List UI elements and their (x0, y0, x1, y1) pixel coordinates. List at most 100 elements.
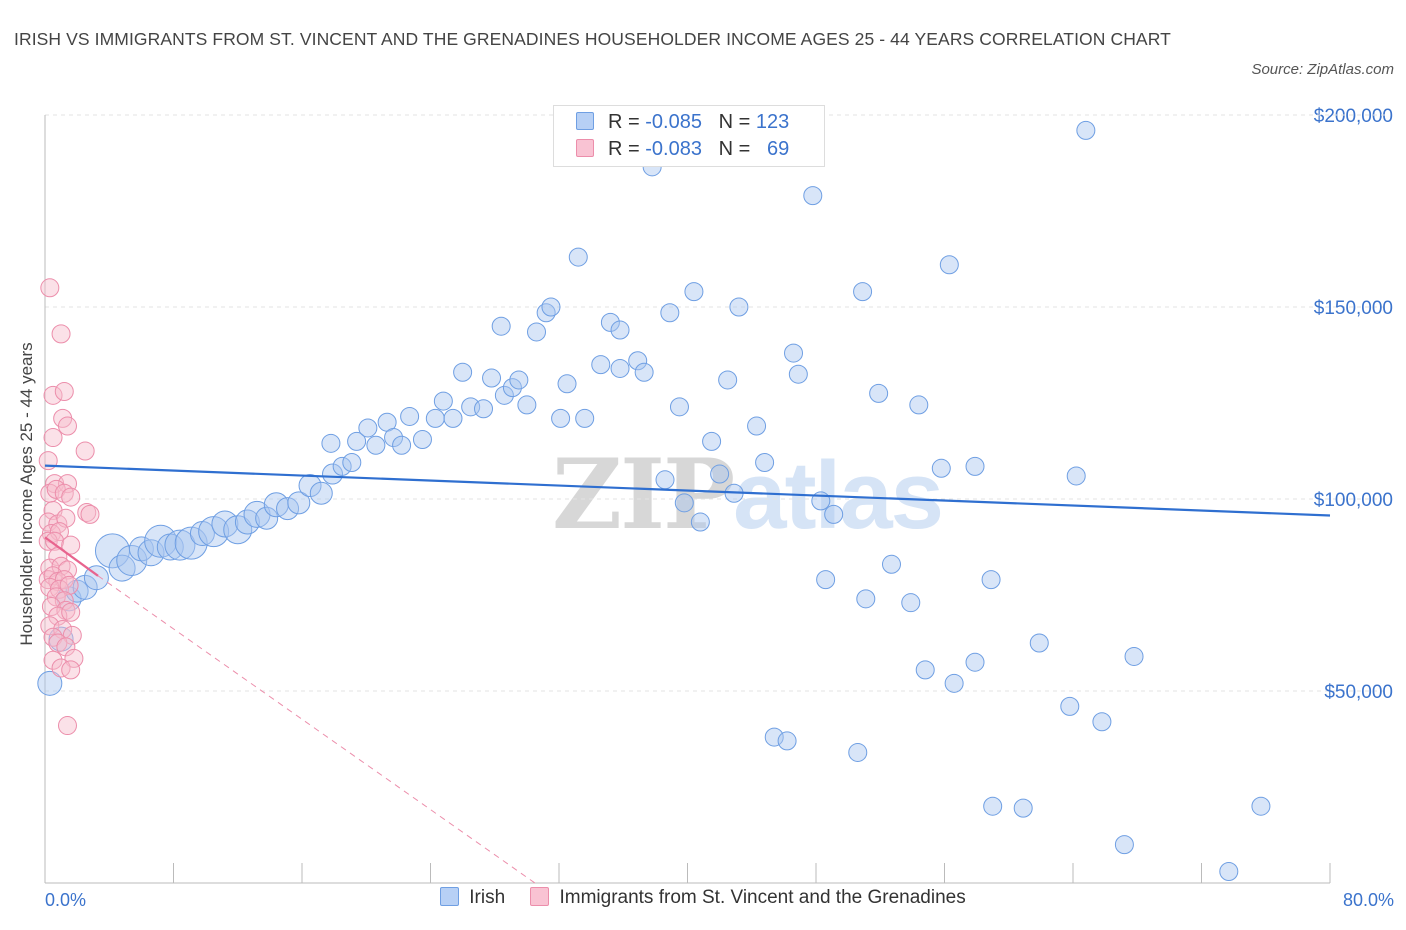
stats-swatch-irish (576, 112, 594, 130)
scatter-point-irish (915, 660, 935, 680)
scatter-point-irish (983, 796, 1003, 816)
scatter-point-irish (287, 491, 311, 515)
scatter-point-irish (788, 364, 808, 384)
y-tick-label: $200,000 (1314, 106, 1393, 127)
scatter-point-svg (49, 522, 69, 542)
scatter-point-irish (784, 343, 804, 363)
stats-n-label: N = (718, 138, 751, 160)
scatter-point-irish (1124, 646, 1144, 666)
scatter-point-svg (51, 658, 71, 678)
legend-item-irish[interactable]: Irish (440, 887, 505, 909)
scatter-point-irish (412, 429, 432, 449)
scatter-point-irish (591, 355, 611, 375)
scatter-point-irish (332, 456, 352, 476)
y-axis-label: Householder Income Ages 25 - 44 years (17, 342, 36, 646)
trend-line-svg-extrapolated (97, 575, 536, 884)
scatter-point-irish (482, 368, 502, 388)
stats-n-value-svg: 69 (767, 138, 790, 160)
scatter-point-irish (931, 458, 951, 478)
scatter-point-irish (655, 470, 675, 490)
scatter-point-irish (747, 416, 767, 436)
scatter-point-irish (551, 408, 571, 428)
scatter-point-irish (1060, 696, 1080, 716)
scatter-point-irish (541, 297, 561, 317)
scatter-point-irish (276, 497, 300, 521)
scatter-point-irish (474, 399, 494, 419)
stats-swatch-svg (576, 139, 594, 157)
stats-r-label: R = (608, 138, 640, 160)
stats-n-label: N = (718, 111, 751, 133)
scatter-point-irish (509, 370, 529, 390)
scatter-point-svg (54, 381, 74, 401)
scatter-point-svg (59, 575, 79, 595)
scatter-point-svg (57, 416, 77, 436)
scatter-point-irish (453, 362, 473, 382)
scatter-point-irish (322, 463, 344, 485)
scatter-point-irish (517, 395, 537, 415)
source-label: Source: ZipAtlas.com (1251, 61, 1394, 78)
scatter-point-irish (690, 512, 710, 532)
stats-row-irish: R = -0.085 N = 123 (576, 111, 789, 139)
scatter-point-irish (939, 255, 959, 275)
stats-box: R = -0.085 N = 123 R = -0.083 N = 69 (553, 105, 825, 167)
scatter-point-irish (502, 378, 522, 398)
scatter-point-svg (45, 531, 65, 551)
scatter-point-irish (628, 351, 648, 371)
scatter-point-irish (1029, 633, 1049, 653)
scatter-point-svg (57, 716, 77, 736)
scatter-point-irish (575, 408, 595, 428)
scatter-point-irish (144, 524, 178, 558)
y-tick-label: $100,000 (1314, 490, 1393, 511)
scatter-point-irish (433, 391, 453, 411)
scatter-point-svg (64, 648, 84, 668)
scatter-point-irish (392, 435, 412, 455)
scatter-point-irish (803, 186, 823, 206)
scatter-point-irish (965, 652, 985, 672)
scatter-point-irish (965, 456, 985, 476)
scatter-point-irish (729, 297, 749, 317)
scatter-point-irish (255, 506, 279, 530)
scatter-point-irish (72, 574, 98, 600)
scatter-point-svg (40, 616, 60, 636)
trend-line-irish (44, 464, 1331, 517)
scatter-point-irish (981, 570, 1001, 590)
scatter-point-irish (853, 282, 873, 302)
scatter-point-svg (38, 531, 58, 551)
legend-label-svg: Immigrants from St. Vincent and the Gren… (559, 887, 966, 908)
scatter-point-irish (909, 395, 929, 415)
scatter-point-irish (600, 312, 620, 332)
scatter-point-irish (710, 464, 730, 484)
scatter-point-irish (881, 554, 901, 574)
scatter-point-svg (75, 441, 95, 461)
stats-r-label: R = (608, 111, 640, 133)
legend-swatch-irish (440, 887, 460, 906)
scatter-point-irish (856, 589, 876, 609)
y-tick-label: $50,000 (1324, 682, 1393, 703)
scatter-point-svg (61, 535, 81, 555)
chart-title: IRISH VS IMMIGRANTS FROM ST. VINCENT AND… (14, 29, 1171, 49)
scatter-point-svg (40, 577, 60, 597)
scatter-point-svg (43, 385, 63, 405)
scatter-point-svg (80, 504, 100, 524)
stats-n-value-irish: 123 (755, 111, 790, 133)
scatter-point-irish (309, 481, 333, 505)
scatter-point-irish (83, 565, 109, 591)
scatter-point-svg (77, 502, 97, 522)
scatter-point-svg (41, 597, 61, 617)
legend-swatch-svg (530, 887, 550, 906)
legend-item-svg[interactable]: Immigrants from St. Vincent and the Gren… (530, 887, 966, 909)
scatter-point-irish (848, 742, 868, 762)
scatter-point-irish (1066, 466, 1086, 486)
scatter-point-irish (816, 570, 836, 590)
scatter-point-irish (494, 385, 514, 405)
scatter-point-irish (557, 374, 577, 394)
scatter-point-irish (777, 731, 797, 751)
stats-r-value-irish: -0.085 (645, 111, 702, 133)
legend: Irish Immigrants from St. Vincent and th… (0, 887, 1406, 909)
x-tick-label-max: 80.0% (1342, 890, 1394, 910)
scatter-point-irish (358, 418, 378, 438)
scatter-point-irish (234, 509, 260, 535)
x-tick-label-min: 0.0% (45, 890, 87, 910)
scatter-point-irish (869, 383, 889, 403)
